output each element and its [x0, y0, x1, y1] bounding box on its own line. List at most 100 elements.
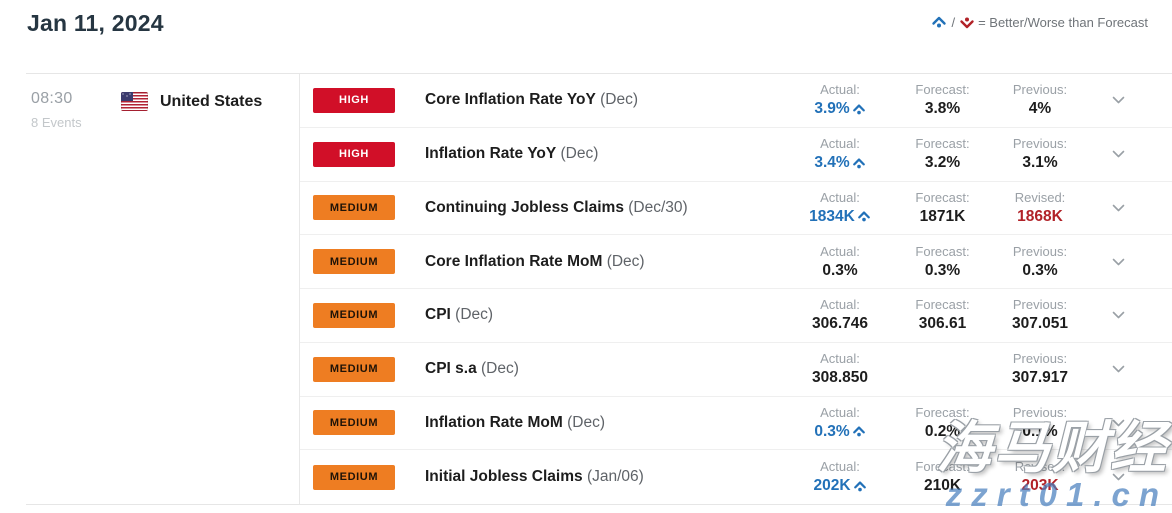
actual-value-better: 202K	[813, 477, 866, 495]
event-row[interactable]: MEDIUM Initial Jobless Claims (Jan/06) A…	[300, 450, 1172, 504]
value-label: Forecast:	[915, 189, 970, 205]
economic-calendar: 08:30 8 Events United States HIGH Core I…	[0, 73, 1172, 505]
event-title[interactable]: Inflation Rate YoY (Dec)	[425, 145, 785, 163]
value: 0.3%	[1022, 261, 1058, 279]
time-group-panel: 08:30 8 Events United States	[0, 74, 300, 504]
chevron-down-icon[interactable]	[1090, 150, 1146, 158]
event-row[interactable]: MEDIUM Continuing Jobless Claims (Dec/30…	[300, 182, 1172, 236]
actual-column: Actual: 0.3%	[785, 405, 895, 441]
actual-column: Actual: 308.850	[785, 351, 895, 387]
event-period: (Dec/30)	[628, 198, 688, 216]
forecast-column: Forecast: 306.61	[895, 297, 990, 333]
previous-column: Previous: 0.1%	[990, 405, 1090, 441]
value-label: Actual:	[820, 189, 860, 205]
chevron-down-icon[interactable]	[1090, 311, 1146, 319]
value-label: Previous:	[1012, 351, 1068, 367]
value-label: Revised:	[1014, 459, 1066, 475]
event-name: Core Inflation Rate MoM	[425, 252, 603, 270]
event-name: Initial Jobless Claims	[425, 468, 583, 486]
value-label: Actual:	[820, 351, 860, 367]
events-count: 8 Events	[31, 115, 82, 130]
date-title: Jan 11, 2024	[27, 10, 164, 36]
impact-badge: MEDIUM	[313, 249, 395, 275]
value: 4%	[1028, 100, 1052, 118]
event-title[interactable]: CPI (Dec)	[425, 306, 785, 324]
value: 306.61	[918, 315, 967, 333]
previous-column: Previous: 307.051	[990, 297, 1090, 333]
chevron-down-icon[interactable]	[1090, 204, 1146, 212]
value: 3.2%	[924, 154, 961, 172]
country-name: United States	[160, 92, 263, 110]
event-period: (Dec)	[481, 360, 519, 378]
forecast-column: Forecast: 3.2%	[895, 136, 990, 172]
actual-column: Actual: 3.4%	[785, 136, 895, 172]
event-title[interactable]: Continuing Jobless Claims (Dec/30)	[425, 199, 785, 217]
events-list: HIGH Core Inflation Rate YoY (Dec) Actua…	[300, 74, 1172, 504]
previous-column: Revised: 203K	[990, 459, 1090, 495]
country-block[interactable]: United States	[121, 92, 262, 111]
event-name: Core Inflation Rate YoY	[425, 91, 596, 109]
actual-column: Actual: 0.3%	[785, 244, 895, 280]
event-title[interactable]: Inflation Rate MoM (Dec)	[425, 414, 785, 432]
actual-column: Actual: 306.746	[785, 297, 895, 333]
value-label: Revised:	[1014, 189, 1066, 205]
value-label: Previous:	[1012, 297, 1068, 313]
value: 203K	[1021, 477, 1059, 495]
value-label: Actual:	[820, 136, 860, 152]
event-row[interactable]: HIGH Inflation Rate YoY (Dec) Actual: 3.4…	[300, 128, 1172, 182]
event-period: (Dec)	[455, 306, 494, 324]
actual-value-better: 3.9%	[814, 100, 865, 118]
us-flag-icon	[121, 92, 148, 111]
actual-value-better: 3.4%	[814, 154, 865, 172]
chevron-down-icon[interactable]	[1090, 473, 1146, 481]
event-name: CPI s.a	[425, 360, 477, 378]
value-label: Actual:	[820, 243, 860, 259]
actual-column: Actual: 202K	[785, 459, 895, 495]
event-name: Inflation Rate MoM	[425, 413, 563, 431]
value: 210K	[923, 477, 962, 495]
value-label: Forecast:	[915, 297, 970, 313]
legend-separator: /	[951, 15, 956, 30]
value-label: Actual:	[820, 404, 860, 420]
event-title[interactable]: Initial Jobless Claims (Jan/06)	[425, 468, 785, 486]
value-label: Previous:	[1012, 404, 1068, 420]
value-label: Forecast:	[915, 243, 970, 259]
impact-badge: MEDIUM	[313, 195, 395, 221]
chevron-down-icon[interactable]	[1090, 258, 1146, 266]
event-row[interactable]: MEDIUM Inflation Rate MoM (Dec) Actual: 0…	[300, 397, 1172, 451]
actual-value-better: 1834K	[809, 208, 871, 226]
page-header: Jan 11, 2024 / = Better/Worse than Forec…	[0, 0, 1172, 72]
event-period: (Jan/06)	[586, 468, 644, 486]
impact-badge: MEDIUM	[313, 410, 395, 436]
event-row[interactable]: HIGH Core Inflation Rate YoY (Dec) Actua…	[300, 74, 1172, 128]
event-title[interactable]: Core Inflation Rate YoY (Dec)	[425, 91, 785, 109]
event-period: (Dec)	[567, 413, 605, 431]
event-period: (Dec)	[606, 252, 645, 270]
forecast-column: Forecast: 0.2%	[895, 405, 990, 441]
worse-than-forecast-icon	[959, 15, 975, 30]
value: 308.850	[811, 369, 869, 387]
event-name: CPI	[425, 306, 451, 324]
previous-column: Previous: 3.1%	[990, 136, 1090, 172]
value: 3.1%	[1022, 154, 1058, 172]
better-arrow-icon	[857, 210, 871, 223]
chevron-down-icon[interactable]	[1090, 419, 1146, 427]
event-title[interactable]: CPI s.a (Dec)	[425, 360, 785, 378]
chevron-down-icon[interactable]	[1090, 365, 1146, 373]
value: 1871K	[919, 207, 966, 225]
event-row[interactable]: MEDIUM CPI (Dec) Actual: 306.746 Forecast…	[300, 289, 1172, 343]
value: 307.051	[1011, 315, 1069, 333]
value-label: Actual:	[820, 459, 860, 475]
event-row[interactable]: MEDIUM CPI s.a (Dec) Actual: 308.850 Prev…	[300, 343, 1172, 397]
better-than-forecast-icon	[931, 15, 947, 30]
impact-badge: MEDIUM	[313, 356, 395, 382]
value: 306.746	[811, 315, 869, 333]
value: 307.917	[1011, 369, 1069, 387]
event-title[interactable]: Core Inflation Rate MoM (Dec)	[425, 253, 785, 271]
actual-value-better: 0.3%	[814, 423, 865, 441]
forecast-column: Forecast: 3.8%	[895, 82, 990, 118]
value: 3.8%	[924, 100, 961, 118]
chevron-down-icon[interactable]	[1090, 96, 1146, 104]
time-block: 08:30 8 Events	[31, 90, 121, 130]
event-row[interactable]: MEDIUM Core Inflation Rate MoM (Dec) Act…	[300, 235, 1172, 289]
